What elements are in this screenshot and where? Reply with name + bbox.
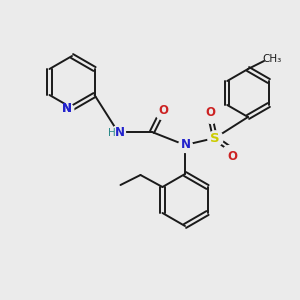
Text: S: S (210, 131, 220, 145)
Text: N: N (62, 103, 72, 116)
Text: N: N (62, 103, 72, 116)
Text: H: H (108, 128, 116, 138)
Text: O: O (158, 103, 168, 116)
Text: N: N (181, 139, 191, 152)
Text: O: O (205, 106, 215, 119)
Text: CH₃: CH₃ (262, 54, 282, 64)
Text: O: O (227, 149, 237, 163)
Text: N: N (115, 125, 125, 139)
